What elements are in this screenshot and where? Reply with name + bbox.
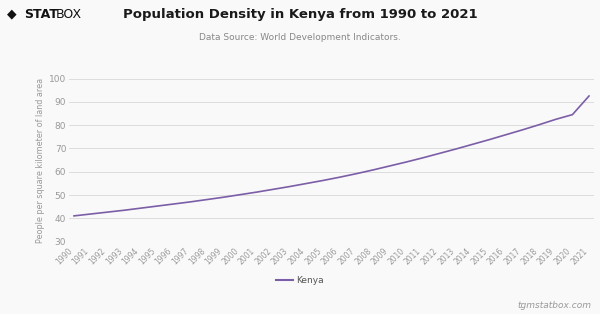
Text: BOX: BOX bbox=[56, 8, 82, 21]
Text: ◆: ◆ bbox=[7, 8, 17, 21]
Text: Data Source: World Development Indicators.: Data Source: World Development Indicator… bbox=[199, 33, 401, 42]
Y-axis label: People per square kilometer of land area: People per square kilometer of land area bbox=[36, 78, 45, 243]
Text: STAT: STAT bbox=[24, 8, 58, 21]
Text: tgmstatbox.com: tgmstatbox.com bbox=[517, 301, 591, 310]
Text: Population Density in Kenya from 1990 to 2021: Population Density in Kenya from 1990 to… bbox=[122, 8, 478, 21]
Legend: Kenya: Kenya bbox=[272, 273, 328, 289]
